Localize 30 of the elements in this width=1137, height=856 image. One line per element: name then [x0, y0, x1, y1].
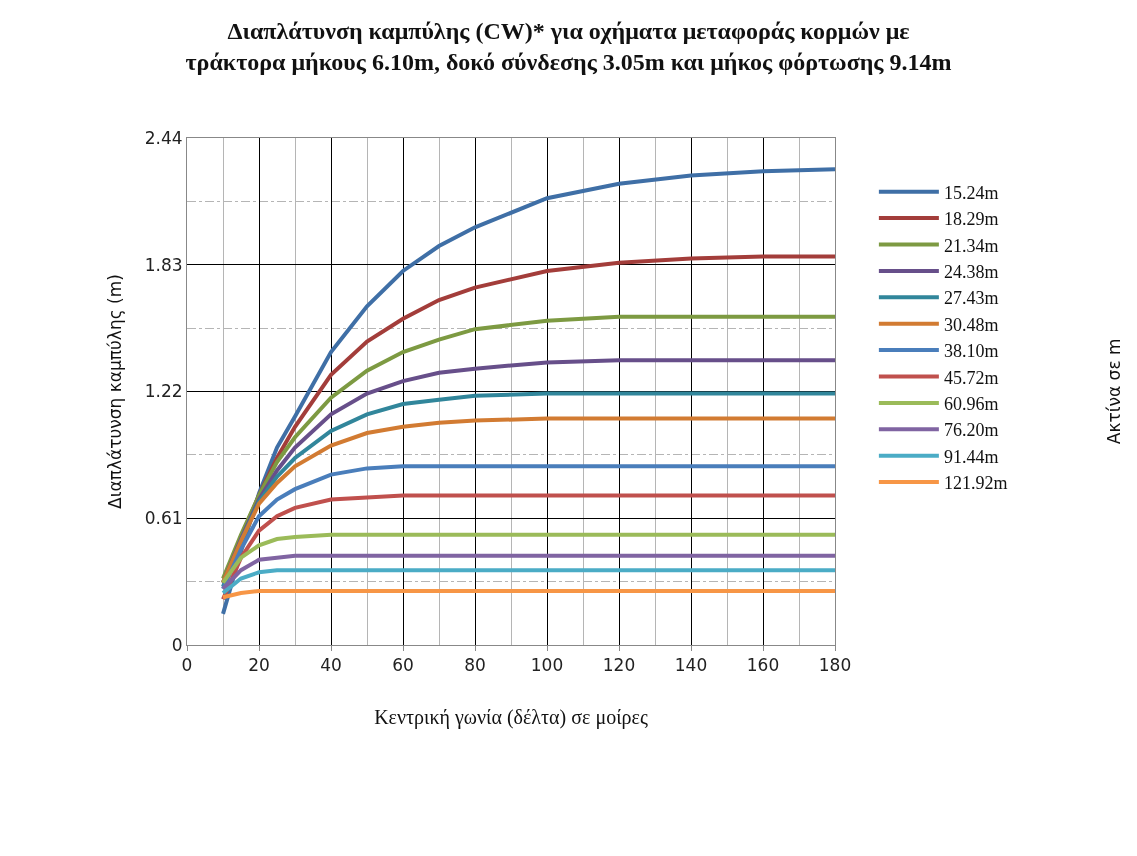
- legend-label: 15.24m: [943, 182, 999, 203]
- y-tick-label: 2.44: [144, 127, 183, 148]
- x-tick-label: 140: [674, 655, 708, 676]
- legend-label: 60.96m: [943, 393, 999, 414]
- x-tick-label: 20: [248, 655, 270, 676]
- legend-label: 121.92m: [943, 473, 1008, 494]
- legend-label: 30.48m: [943, 314, 999, 335]
- y-axis-title: Διαπλάτυνση καμπύλης (m): [105, 274, 126, 509]
- y-tick-label: 0: [171, 634, 183, 655]
- chart-title: Διαπλάτυνση καμπύλης (CW)* για οχήματα μεταφοράς κορμών με τράκτορα μήκους 6.10m, δοκό σύνδεσης 3.05m και μήκος φόρτωσης 9.14m: [185, 17, 952, 75]
- legend-label: 21.34m: [943, 235, 999, 256]
- x-axis-title: Κεντρική γωνία (δέλτα) σε μοίρες: [374, 705, 648, 729]
- x-tick-label: 80: [464, 655, 486, 676]
- legend-label: 27.43m: [943, 288, 999, 309]
- y-tick-label: 1.22: [144, 381, 183, 402]
- legend-label: 45.72m: [943, 367, 999, 388]
- x-tick-label: 100: [530, 655, 564, 676]
- x-tick-label: 120: [602, 655, 636, 676]
- legend-title: Ακτίνα σε m: [1104, 338, 1125, 445]
- y-tick-label: 0.61: [144, 508, 183, 529]
- legend-label: 24.38m: [943, 261, 999, 282]
- legend-label: 91.44m: [943, 446, 999, 467]
- legend-label: 18.29m: [943, 209, 999, 230]
- x-tick-label: 40: [320, 655, 342, 676]
- legend-label: 38.10m: [943, 341, 999, 362]
- x-tick-label: 180: [818, 655, 852, 676]
- x-tick-label: 160: [746, 655, 780, 676]
- x-tick-label: 60: [392, 655, 414, 676]
- y-tick-label: 1.83: [144, 254, 183, 275]
- legend-label: 76.20m: [943, 420, 999, 441]
